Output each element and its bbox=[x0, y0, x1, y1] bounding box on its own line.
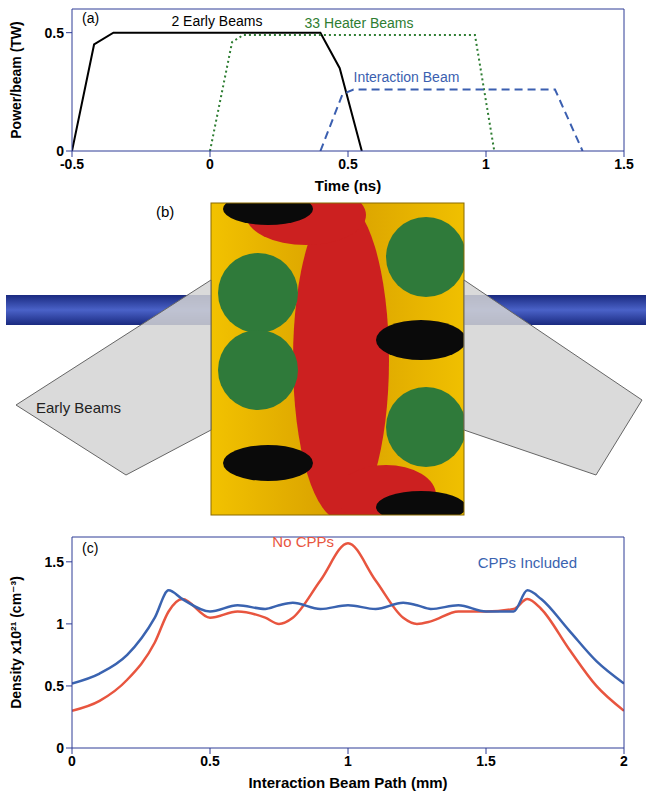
svg-text:No CPPs: No CPPs bbox=[272, 533, 334, 550]
svg-text:1: 1 bbox=[56, 616, 64, 632]
html-text:(c): (c) bbox=[82, 540, 99, 556]
svg-text:0: 0 bbox=[206, 156, 214, 172]
svg-text:-0.5: -0.5 bbox=[59, 155, 85, 172]
svg-text:0.5: 0.5 bbox=[338, 156, 358, 172]
svg-text:Interaction Beam Path (mm): Interaction Beam Path (mm) bbox=[248, 774, 447, 791]
html-text:(a): (a) bbox=[82, 10, 100, 26]
svg-text:0.5: 0.5 bbox=[45, 25, 65, 41]
svg-text:2: 2 bbox=[620, 753, 628, 769]
svg-text:1.5: 1.5 bbox=[476, 753, 496, 769]
svg-text:2 Early Beams: 2 Early Beams bbox=[171, 13, 262, 29]
svg-text:Density x10²¹ (cm⁻³): Density x10²¹ (cm⁻³) bbox=[8, 576, 24, 709]
svg-text:Interaction Beam: Interaction Beam bbox=[354, 69, 460, 85]
svg-text:0: 0 bbox=[56, 740, 64, 756]
svg-text:(b): (b) bbox=[156, 203, 174, 220]
svg-text:1.5: 1.5 bbox=[45, 554, 65, 570]
svg-text:Power/beam (TW): Power/beam (TW) bbox=[8, 21, 24, 138]
svg-text:0: 0 bbox=[56, 143, 64, 159]
svg-text:Time (ns): Time (ns) bbox=[315, 177, 381, 194]
svg-text:0.5: 0.5 bbox=[45, 678, 65, 694]
svg-text:33 Heater Beams: 33 Heater Beams bbox=[305, 15, 414, 31]
svg-text:1.5: 1.5 bbox=[614, 156, 634, 172]
svg-text:0: 0 bbox=[68, 753, 76, 769]
svg-text:1: 1 bbox=[344, 753, 352, 769]
svg-text:Early Beams: Early Beams bbox=[36, 399, 121, 416]
svg-text:CPPs Included: CPPs Included bbox=[478, 554, 577, 571]
svg-text:0.5: 0.5 bbox=[200, 753, 220, 769]
svg-text:1: 1 bbox=[482, 156, 490, 172]
